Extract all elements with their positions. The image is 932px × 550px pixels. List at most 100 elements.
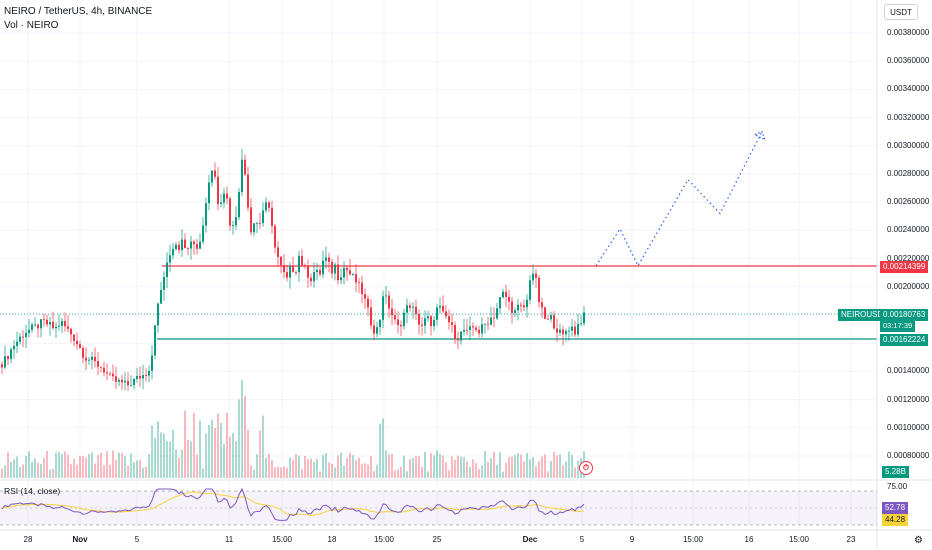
candle-body [43,319,45,321]
candle-body [493,317,495,319]
candle-body [148,370,150,376]
price-axis-label: 0.00200000 [887,281,930,291]
volume-bar [262,415,264,478]
volume-bar [286,467,288,478]
rsi-line [1,487,585,521]
candle-body [286,272,288,278]
price-axis-label: 0.00140000 [887,366,930,376]
volume-bar [265,457,267,478]
candle-body [418,314,420,325]
volume-bar [514,454,516,478]
candle-body [346,267,348,271]
candle-body [16,341,18,346]
candle-body [343,267,345,278]
currency-button[interactable]: USDT [884,4,918,20]
price-axis-label: 0.00260000 [887,197,930,207]
candle-body [400,325,402,327]
time-axis-label: 5 [134,535,140,544]
volume-bar [511,456,513,478]
volume-bar [388,454,390,478]
candle-body [547,318,549,320]
candle-body [139,375,141,379]
time-axis-label: 16 [744,535,754,544]
candle-body [538,277,540,303]
volume-bar [256,454,258,478]
gear-icon[interactable]: ⚙ [914,535,923,546]
candle-body [355,274,357,283]
volume-bar [280,467,282,478]
candle-body [193,241,195,245]
volume-bar [205,433,207,478]
alert-clock-icon[interactable]: ⏱ [579,461,593,475]
volume-bar [79,456,81,478]
candle-body [37,324,39,329]
candle-body [340,277,342,281]
volume-bar [73,458,75,478]
candle-body [442,305,444,312]
candle-body [166,262,168,278]
candle-body [568,330,570,332]
volume-bar [319,471,321,478]
volume-bar [475,463,477,478]
candle-body [85,357,87,361]
volume-bar [67,454,69,478]
volume-bar [49,469,51,478]
volume-bar [34,458,36,478]
candle-body [439,305,441,308]
candle-body [523,305,525,308]
candle-body [142,375,144,379]
price-axis-label: 0.00380000 [887,28,930,37]
symbol-title[interactable]: NEIRO / TetherUS, 4h, BINANCE [4,6,153,17]
volume-bar [496,464,498,478]
candle-body [433,319,435,327]
volume-bar [253,469,255,478]
volume-legend[interactable]: Vol · NEIRO [4,20,59,31]
volume-bar [364,463,366,478]
volume-bar [397,469,399,478]
volume-bar [499,452,501,478]
candle-body [169,255,171,263]
volume-bar [160,432,162,478]
volume-bar [109,464,111,478]
candle-body [259,222,261,224]
volume-bar [577,461,579,478]
candle-body [577,323,579,335]
candle-body [445,311,447,317]
candle-body [145,375,147,376]
candle-body [181,239,183,251]
candle-body [367,298,369,308]
candle-body [271,207,273,226]
candle-body [415,306,417,315]
candle-body [394,315,396,320]
time-axis-label: 18 [327,535,337,544]
candle-body [244,159,246,175]
candle-body [484,323,486,325]
candle-body [397,319,399,326]
volume-bar [247,429,249,478]
candle-body [562,329,564,335]
candle-body [304,265,306,266]
volume-bar [313,461,315,478]
candle-body [325,257,327,261]
candle-body [229,198,231,226]
candle-body [487,323,489,325]
candle-body [19,336,21,342]
volume-bar [529,459,531,478]
candle-body [40,319,42,329]
volume-bar [271,460,273,478]
candle-body [319,270,321,275]
rsi-legend[interactable]: RSI (14, close) [4,486,61,496]
candle-body [448,316,450,323]
candle-body [268,202,270,208]
volume-bar [454,459,456,478]
candle-body [22,336,24,338]
volume-bar [436,450,438,478]
candle-body [94,356,96,362]
time-axis-label: Nov [72,535,88,544]
volume-bar [127,465,129,478]
projection-path[interactable] [595,131,763,267]
volume-bar [124,456,126,478]
candle-body [196,244,198,249]
volume-bar [538,461,540,478]
